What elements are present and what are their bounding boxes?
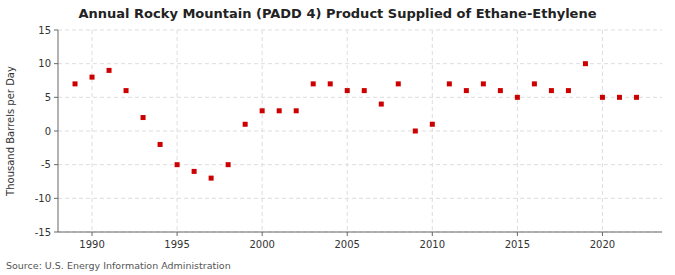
x-tick-label: 2005	[335, 239, 360, 250]
x-tick-label: 2000	[249, 239, 274, 250]
point	[566, 88, 571, 93]
point	[634, 95, 639, 100]
grid-line-y	[58, 232, 662, 233]
source-note: Source: U.S. Energy Information Administ…	[6, 260, 231, 271]
y-tick	[54, 97, 58, 98]
x-tick-label: 1990	[79, 239, 104, 250]
x-tick	[177, 232, 178, 236]
point	[345, 88, 350, 93]
y-tick	[54, 131, 58, 132]
point	[260, 108, 265, 113]
point	[549, 88, 554, 93]
y-tick	[54, 232, 58, 233]
point	[328, 81, 333, 86]
x-tick-label: 2010	[420, 239, 445, 250]
y-tick-label: -5	[41, 159, 51, 170]
point	[226, 162, 231, 167]
point	[277, 108, 282, 113]
x-tick	[347, 232, 348, 236]
grid-line-y	[58, 164, 662, 165]
point	[90, 75, 95, 80]
x-tick	[92, 232, 93, 236]
y-tick-label: -10	[35, 193, 51, 204]
points	[73, 61, 639, 180]
chart-container: 1990 1995 2000 2005 2010 2015 2020 -15 -10 -5 0 5 10…	[0, 0, 675, 275]
grid-line-y	[58, 30, 662, 31]
point	[158, 142, 163, 147]
point	[600, 95, 605, 100]
y-tick	[54, 198, 58, 199]
point	[481, 81, 486, 86]
y-tick-label: -15	[35, 227, 51, 238]
y-tick-label: 10	[38, 58, 51, 69]
y-tick-label: 0	[45, 126, 51, 137]
point	[532, 81, 537, 86]
y-tick-label: 15	[38, 25, 51, 36]
point	[209, 176, 214, 181]
point	[515, 95, 520, 100]
chart-svg: 1990 1995 2000 2005 2010 2015 2020 -15 -10 -5 0 5 10…	[0, 0, 675, 275]
point	[583, 61, 588, 66]
y-tick	[54, 63, 58, 64]
y-tick-label: 5	[45, 92, 51, 103]
point	[498, 88, 503, 93]
grid-line-x	[602, 30, 603, 232]
point	[141, 115, 146, 120]
grid-line-y	[58, 97, 662, 98]
point	[107, 68, 112, 73]
x-tick	[517, 232, 518, 236]
grid	[58, 30, 662, 232]
x-tick-label: 2015	[505, 239, 530, 250]
point	[294, 108, 299, 113]
x-tick	[432, 232, 433, 236]
point	[362, 88, 367, 93]
y-axis-label: Thousand Barrels per Day	[5, 66, 16, 197]
grid-line-y	[58, 198, 662, 199]
y-tick	[54, 30, 58, 31]
point	[617, 95, 622, 100]
point	[124, 88, 129, 93]
point	[175, 162, 180, 167]
x-axis-line	[58, 232, 662, 233]
grid-line-x	[92, 30, 93, 232]
point	[379, 102, 384, 107]
x-tick	[602, 232, 603, 236]
point	[396, 81, 401, 86]
point	[413, 129, 418, 134]
point	[464, 88, 469, 93]
grid-line-y	[58, 63, 662, 64]
x-tick-label: 1995	[164, 239, 189, 250]
title: Annual Rocky Mountain (PADD 4) Product S…	[79, 6, 597, 21]
x-tick	[262, 232, 263, 236]
point	[243, 122, 248, 127]
point	[73, 81, 78, 86]
point	[192, 169, 197, 174]
x-tick-label: 2020	[590, 239, 615, 250]
grid-line-y	[58, 131, 662, 132]
point	[430, 122, 435, 127]
point	[311, 81, 316, 86]
point	[447, 81, 452, 86]
y-tick	[54, 164, 58, 165]
grid-line-x	[517, 30, 518, 232]
